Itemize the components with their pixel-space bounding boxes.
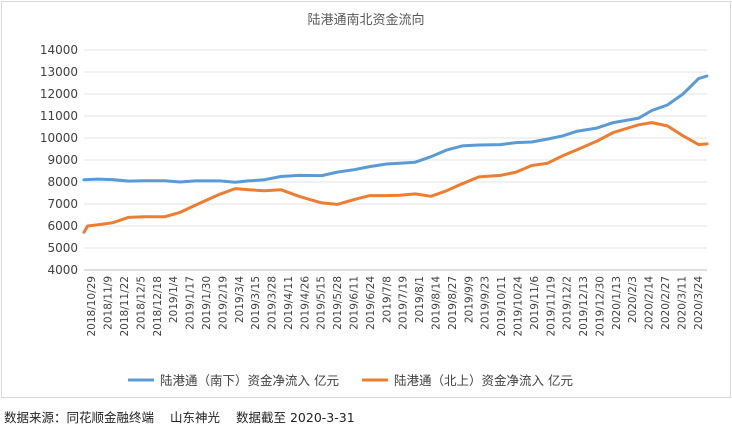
- chart-title: 陆港通南北资金流向: [307, 13, 425, 28]
- x-tick-label: 2019/7/8: [381, 276, 393, 323]
- y-tick-label: 9000: [47, 153, 78, 167]
- x-tick-label: 2019/3/4: [234, 276, 246, 323]
- x-tick-label: 2019/8/1: [414, 276, 426, 323]
- x-tick-label: 2018/11/22: [119, 276, 131, 337]
- x-tick-label: 2019/6/24: [365, 276, 377, 330]
- x-tick-label: 2019/12/30: [594, 276, 606, 337]
- x-tick-label: 2019/10/24: [512, 276, 524, 337]
- x-tick-label: 2019/5/15: [316, 276, 328, 330]
- x-tick-label: 2019/9/9: [463, 276, 475, 323]
- x-tick-label: 2019/4/11: [283, 276, 295, 330]
- legend-item: 陆港通（南下）资金净流入 亿元: [128, 373, 339, 388]
- x-axis: 2018/10/29 2018/11/9 2018/11/22 2018/12/5 20…: [86, 276, 705, 337]
- x-tick-label: 2019/4/26: [299, 276, 311, 330]
- x-tick-label: 2019/7/19: [398, 276, 410, 330]
- y-tick-label: 10000: [40, 131, 78, 145]
- x-tick-label: 2018/10/29: [86, 276, 98, 337]
- x-tick-label: 2020/2/27: [660, 276, 672, 330]
- y-tick-label: 8000: [47, 175, 78, 189]
- series-line-northbound: [82, 121, 709, 234]
- y-tick-label: 4000: [47, 263, 78, 277]
- x-tick-label: 2019/1/17: [185, 276, 197, 330]
- x-tick-label: 2019/3/15: [250, 276, 262, 330]
- x-tick-label: 2019/8/14: [430, 276, 442, 330]
- x-tick-label: 2019/12/13: [578, 276, 590, 337]
- x-tick-label: 2019/11/19: [545, 276, 557, 337]
- y-axis: 4000 5000 6000 7000 8000 9000 10000 11000 12000 1…: [40, 43, 78, 277]
- footer-source: 数据来源：同花顺金融终端: [4, 410, 155, 425]
- x-tick-label: 2019/10/11: [496, 276, 508, 337]
- gridlines: [84, 49, 707, 271]
- y-tick-label: 13000: [40, 65, 78, 79]
- x-tick-label: 2019/9/23: [480, 276, 492, 330]
- x-tick-label: 2019/12/2: [562, 276, 574, 330]
- x-tick-label: 2020/1/13: [611, 276, 623, 330]
- y-tick-label: 11000: [40, 109, 78, 123]
- y-tick-label: 12000: [40, 87, 78, 101]
- x-tick-label: 2019/1/4: [168, 276, 180, 323]
- footer-author: 山东神光: [170, 410, 221, 425]
- legend-item: 陆港通（北上）资金净流入 亿元: [362, 373, 573, 388]
- x-tick-label: 2019/11/6: [529, 276, 541, 330]
- y-tick-label: 7000: [47, 197, 78, 211]
- x-tick-label: 2019/6/11: [349, 276, 361, 330]
- line-chart: 4000 5000 6000 7000 8000 9000 10000 11000 12000 1…: [40, 43, 709, 388]
- series-line-southbound: [82, 74, 709, 184]
- legend-label: 陆港通（北上）资金净流入 亿元: [394, 373, 573, 388]
- chart-frame: [1, 1, 731, 398]
- x-tick-label: 2019/1/30: [201, 276, 213, 330]
- x-tick-label: 2019/2/19: [217, 276, 229, 330]
- y-tick-label: 5000: [47, 241, 78, 255]
- y-tick-label: 6000: [47, 219, 78, 233]
- series-lines: [82, 74, 709, 234]
- x-tick-label: 2019/3/28: [267, 276, 279, 330]
- x-tick-label: 2020/2/14: [644, 276, 656, 330]
- footer-note: 数据来源：同花顺金融终端 山东神光 数据截至 2020-3-31: [4, 407, 367, 426]
- x-tick-label: 2020/2/3: [627, 276, 639, 323]
- x-tick-label: 2020/3/24: [693, 276, 705, 330]
- x-tick-label: 2018/12/5: [135, 276, 147, 330]
- legend: 陆港通（南下）资金净流入 亿元 陆港通（北上）资金净流入 亿元: [128, 373, 573, 388]
- footer-cutoff: 数据截至 2020-3-31: [236, 410, 355, 425]
- legend-label: 陆港通（南下）资金净流入 亿元: [160, 373, 339, 388]
- x-tick-label: 2020/3/11: [676, 276, 688, 330]
- y-tick-label: 14000: [40, 43, 78, 57]
- x-tick-label: 2018/12/18: [152, 276, 164, 337]
- x-tick-label: 2019/8/27: [447, 276, 459, 330]
- x-tick-label: 2018/11/9: [103, 276, 115, 330]
- x-tick-label: 2019/5/28: [332, 276, 344, 330]
